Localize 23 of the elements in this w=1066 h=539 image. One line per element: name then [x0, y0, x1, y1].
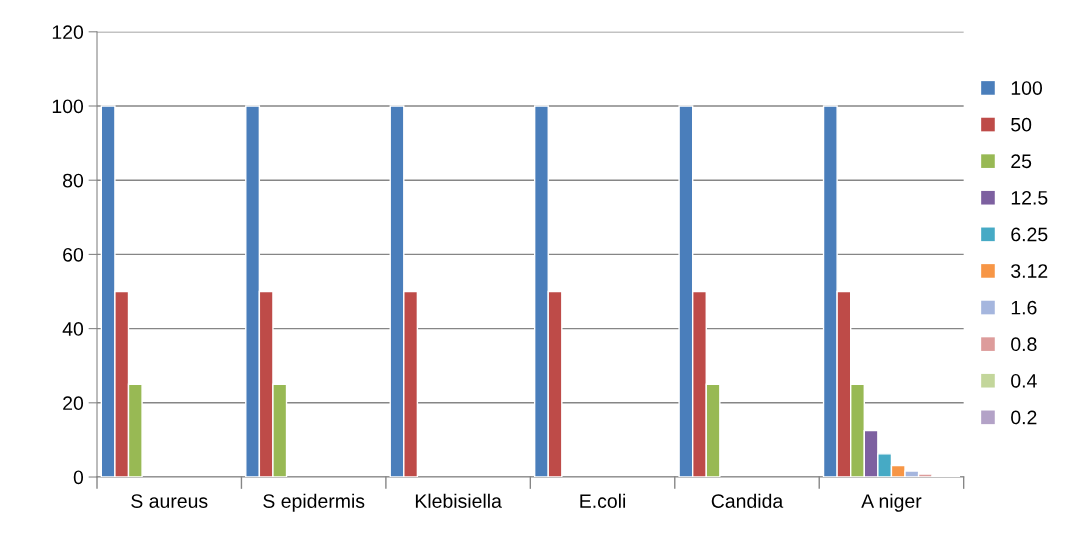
y-tick-label: 100: [52, 99, 84, 114]
legend-label: 12.5: [1011, 190, 1048, 205]
legend-label: 100: [1011, 81, 1043, 95]
x-tick-label: A niger: [861, 493, 922, 512]
y-tick-label: 120: [52, 25, 84, 40]
y-tick-label: 20: [63, 396, 84, 411]
legend-label: 0.8: [1011, 337, 1037, 352]
x-tick-label: Candida: [711, 493, 784, 508]
y-tick-label: 40: [62, 322, 84, 336]
legend-label: 1.6: [1011, 300, 1037, 315]
legend-label: 25: [1011, 154, 1032, 169]
legend-label: 0.2: [1011, 410, 1037, 425]
legend-label: 6.25: [1011, 227, 1048, 242]
y-tick-label: 80: [63, 173, 84, 188]
y-tick-label: 0: [73, 470, 84, 485]
legend-label: 3.12: [1011, 264, 1048, 278]
x-tick-label: E.coli: [580, 493, 626, 508]
y-tick-label: 60: [63, 247, 84, 262]
x-tick-label: Klebisiella: [415, 493, 502, 508]
x-tick-label: S epidermis: [263, 493, 365, 512]
legend-label: 0.4: [1011, 373, 1037, 388]
legend-label: 50: [1011, 117, 1032, 132]
x-tick-label: S aureus: [131, 494, 208, 508]
